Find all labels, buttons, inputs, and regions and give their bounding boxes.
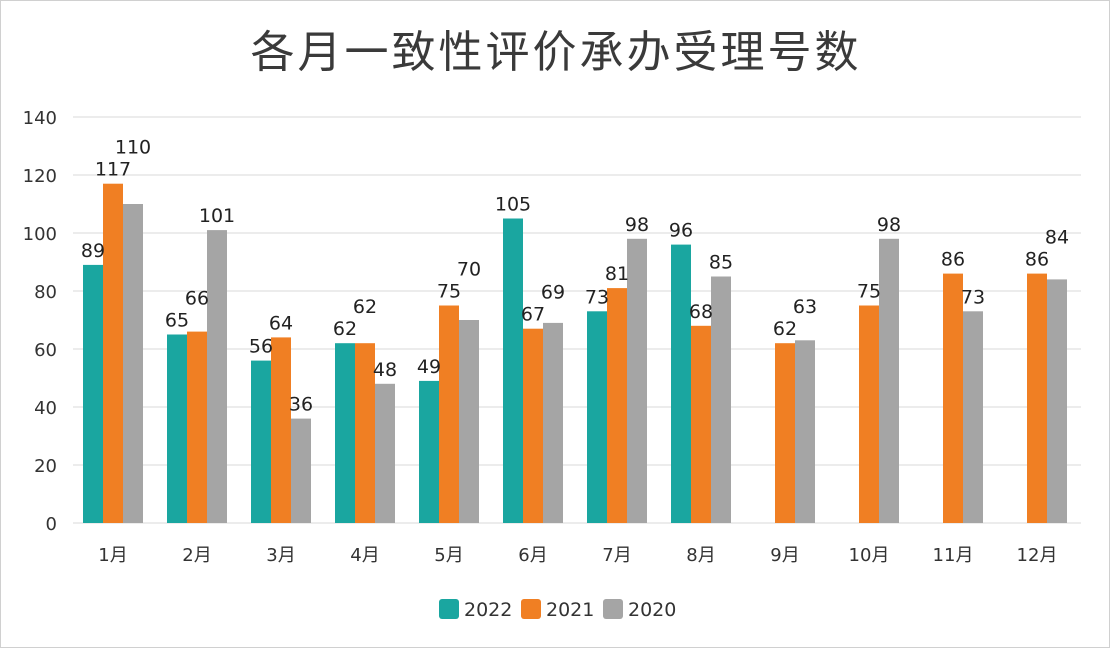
y-tick-label: 140 [23,108,57,129]
bar-2020-2月 [207,230,227,523]
data-label: 105 [495,194,531,216]
bar-2021-12月 [1027,273,1047,523]
bars [83,183,1067,524]
bar-2022-2月 [167,334,187,523]
bar-2022-5月 [419,380,439,523]
x-tick-label: 5月 [434,545,463,566]
legend-swatch-2020 [603,599,623,619]
data-label: 63 [793,296,817,318]
data-label: 56 [249,336,273,358]
bar-2021-4月 [355,343,375,523]
data-label: 96 [669,220,693,242]
x-tick-label: 8月 [686,545,715,566]
y-tick-label: 0 [46,514,57,535]
data-label: 68 [689,301,713,323]
data-label: 62 [353,296,377,318]
y-axis: 0 20 40 60 80 100 120 140 [23,108,57,535]
bar-2020-6月 [543,322,563,523]
data-label: 73 [961,286,985,308]
bar-2021-5月 [439,305,459,523]
y-tick-label: 60 [34,340,57,361]
x-axis: 1月 2月 3月 4月 5月 6月 7月 8月 9月 10月 11月 12月 [98,545,1057,566]
bar-2021-8月 [691,325,711,523]
y-tick-label: 20 [34,456,57,477]
x-tick-label: 6月 [518,545,547,566]
data-label: 62 [773,318,797,340]
x-tick-label: 4月 [350,545,379,566]
data-label: 70 [457,259,481,281]
bar-2021-1月 [103,183,123,523]
data-label: 86 [941,249,965,271]
legend-swatch-2022 [439,599,459,619]
data-label: 48 [373,359,397,381]
bar-2021-7月 [607,288,627,523]
bar-2020-4月 [375,383,395,523]
legend-swatch-2021 [521,599,541,619]
x-tick-label: 12月 [1017,545,1058,566]
x-tick-label: 1月 [98,545,127,566]
data-label: 36 [289,394,313,416]
data-label: 65 [165,310,189,332]
bar-2020-5月 [459,320,479,523]
x-tick-label: 2月 [182,545,211,566]
bar-2022-3月 [251,360,271,523]
bar-2020-1月 [123,204,143,523]
x-tick-label: 10月 [849,545,890,566]
data-label: 101 [199,205,235,227]
data-label: 110 [115,137,151,159]
data-label: 85 [709,252,733,274]
data-label: 73 [585,286,609,308]
y-tick-label: 100 [23,224,57,245]
bar-2022-1月 [83,264,103,523]
bar-2020-10月 [879,238,899,524]
bar-2021-6月 [523,328,543,523]
bar-2020-3月 [291,418,311,523]
data-label: 75 [437,281,461,303]
y-tick-label: 120 [23,166,57,187]
bar-2022-8月 [671,244,691,523]
data-label: 89 [81,240,105,262]
bar-2020-7月 [627,238,647,524]
data-label: 81 [605,263,629,285]
gridlines [73,116,1081,524]
bar-2021-3月 [271,337,291,523]
bar-2020-11月 [963,311,983,523]
x-tick-label: 11月 [933,545,974,566]
data-label: 69 [541,282,565,304]
legend-label: 2020 [628,599,676,621]
data-label: 67 [521,304,545,326]
chart-title: 各月一致性评价承办受理号数 [251,27,862,78]
legend-label: 2022 [464,599,512,621]
bar-2021-9月 [775,343,795,523]
bar-2020-8月 [711,276,731,523]
data-label: 98 [625,214,649,236]
legend: 2022 2021 2020 [439,599,676,621]
data-label: 98 [877,214,901,236]
x-tick-label: 9月 [770,545,799,566]
data-label: 84 [1045,227,1069,249]
data-label: 66 [185,288,209,310]
bar-2022-4月 [335,343,355,523]
data-label: 64 [269,312,293,334]
x-tick-label: 7月 [602,545,631,566]
bar-2020-9月 [795,340,815,523]
bar-2022-6月 [503,218,523,523]
bar-2022-7月 [587,311,607,523]
bar-2021-2月 [187,331,207,523]
bar-2021-11月 [943,273,963,523]
legend-label: 2021 [546,599,594,621]
data-label: 49 [417,356,441,378]
bar-2021-10月 [859,305,879,523]
y-tick-label: 40 [34,398,57,419]
data-label: 62 [333,318,357,340]
bar-2020-12月 [1047,279,1067,523]
data-label: 86 [1025,249,1049,271]
y-tick-label: 80 [34,282,57,303]
data-label: 75 [857,281,881,303]
x-tick-label: 3月 [266,545,295,566]
data-label: 117 [95,159,131,181]
